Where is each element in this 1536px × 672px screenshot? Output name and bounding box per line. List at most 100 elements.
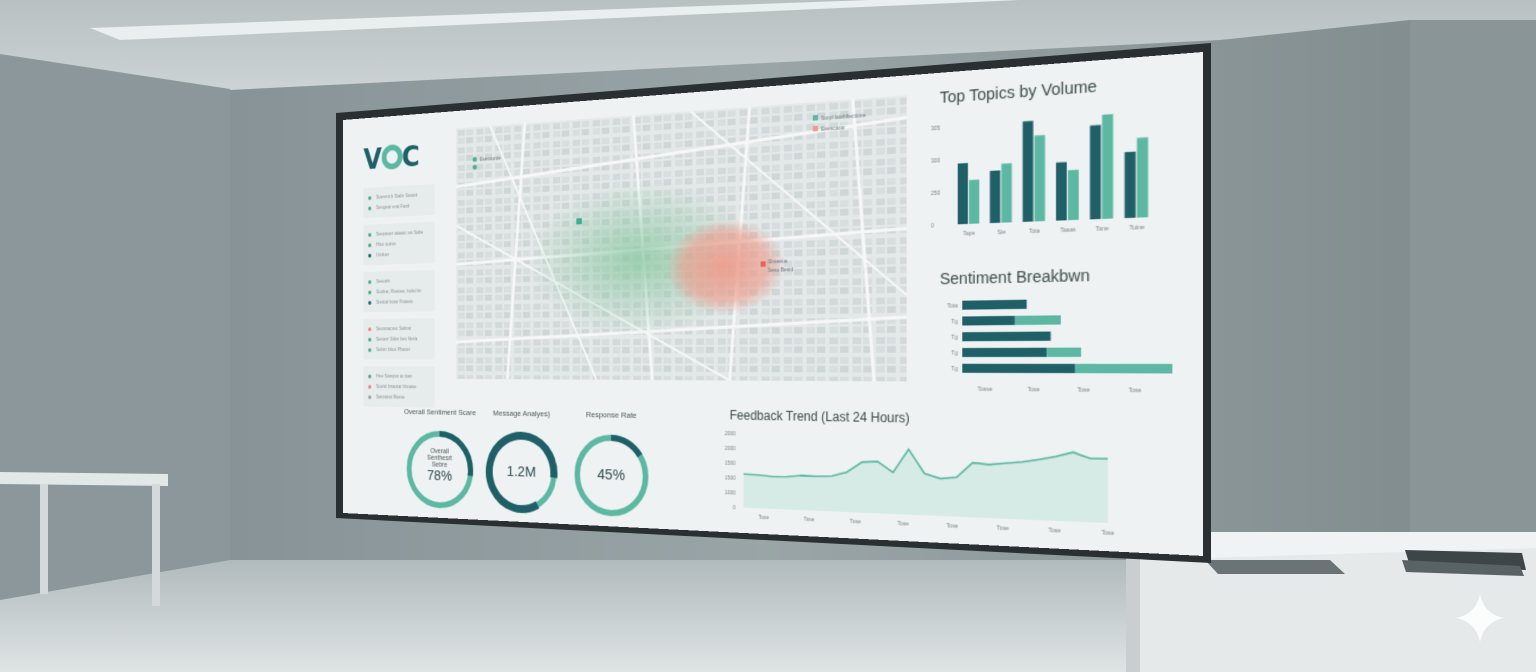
status-dot-icon: [368, 327, 371, 331]
y-tick-label: 1500: [725, 474, 737, 481]
bar-dark: [990, 170, 1000, 223]
x-tick-label: Tose: [758, 514, 769, 521]
bar-light-segment: [1075, 364, 1172, 374]
row-label: Tg: [951, 334, 959, 341]
sidebar-item-label: Hee Sarepor ar tsan: [376, 373, 412, 379]
sidebar-item-label: Hiuc suiros: [376, 241, 396, 247]
x-tick-label: Tsse: [804, 516, 816, 523]
y-tick-label: 300: [931, 157, 941, 164]
row-label: Tg: [951, 365, 959, 372]
feedback-trend-chart: 010001500150020002000Tose Tsse Tose Tose Tos…: [710, 429, 1177, 548]
kpi-title: Overall Sentiment Scare: [395, 407, 486, 417]
y-tick-label: 0: [931, 222, 935, 229]
y-tick-label: 1500: [725, 460, 737, 467]
dashboard-screen: V C Sverent b Stabr Sewoit Sengear erat F…: [343, 52, 1203, 556]
sidebar-group[interactable]: Sverent b Stabr Sewoit Sengear erat Fasit: [363, 184, 434, 218]
sidebar-item[interactable]: Unduer: [368, 248, 429, 261]
sidebar-item[interactable]: Sarosirot Rsese: [368, 392, 429, 403]
sidebar-item[interactable]: Srelcal bctar Frasets: [368, 296, 429, 308]
kpi-title: Response Rate: [561, 410, 663, 421]
row-label: Tg: [951, 318, 959, 325]
sidebar-item[interactable]: Sengear erat Fasit: [368, 200, 429, 214]
sidebar-item-label: Scelsl brtaotar bboase: [376, 384, 416, 390]
x-tick-label: Tose: [897, 520, 909, 527]
x-tick-label: Tosse: [978, 385, 994, 392]
status-dot-icon: [368, 206, 371, 210]
status-dot-icon: [368, 243, 371, 247]
right-side-wall: [1410, 20, 1536, 600]
sidebar-item-label: Sebirr bitcu Pbaxer: [376, 347, 410, 353]
sidebar-item-label: Seusnacxec Sabrar: [376, 326, 411, 332]
status-dot-icon: [368, 196, 371, 200]
status-dot-icon: [368, 280, 371, 284]
bar-light: [1034, 135, 1045, 221]
bar-dark-segment: [962, 300, 1026, 310]
sidebar-item[interactable]: Hee Sarepor ar tsan: [368, 371, 429, 382]
x-tick-label: Tose: [1101, 529, 1115, 537]
kpi-value: 1.2M: [491, 463, 552, 482]
kpi-inner-label: Overall Senthesrt Sebre: [419, 448, 460, 470]
sidebar: Sverent b Stabr Sewoit Sengear erat Fasit…: [363, 184, 434, 414]
sentiment-map[interactable]: Eserotorde Sorpl latebflectione Eeescara…: [456, 95, 906, 381]
x-tick-label: Tose: [1077, 386, 1091, 393]
sidebar-item[interactable]: Sexanr Sitler bes Neria: [368, 334, 429, 345]
row-label: Tg: [951, 349, 959, 356]
sidebar-group[interactable]: Hee Sarepor ar tsan Scelsl brtaotar bboas…: [363, 366, 434, 408]
bar-dark: [1125, 152, 1136, 219]
y-tick-label: 0: [733, 504, 737, 511]
feedback-trend-title: Feedback Trend (Last 24 Hours): [730, 408, 910, 426]
sidebar-item[interactable]: Scelsl brtaotar bboase: [368, 381, 429, 392]
hotspot-label-1: Sbseeue: [768, 258, 789, 265]
sidebar-item-label: Seeoriir: [376, 278, 390, 284]
bar-dark-segment: [962, 316, 1015, 326]
bar-dark: [1056, 162, 1067, 221]
sidebar-item-label: Unduer: [376, 252, 389, 258]
sidebar-item-label: Sexanr Sitler bes Neria: [376, 336, 418, 342]
bar-dark-segment: [962, 332, 1050, 342]
sidebar-item-label: Scobar, Rsetver, Indst fer: [376, 288, 421, 295]
svg-text:C: C: [402, 139, 420, 174]
x-tick-label: Tone: [1096, 225, 1110, 233]
status-dot-icon: [368, 253, 371, 257]
status-dot-icon: [368, 348, 371, 352]
voc-logo: V C: [363, 131, 452, 183]
status-dot-icon: [368, 385, 371, 389]
bar-dark: [1090, 125, 1101, 219]
bar-light: [1001, 163, 1011, 222]
sidebar-group[interactable]: Seepeuer ataasc sw Sabe Hiuc suiros Unduer: [363, 222, 434, 266]
status-dot-icon: [368, 233, 371, 237]
row-label: Tota: [947, 302, 959, 309]
x-tick-label: Tose: [1027, 386, 1040, 393]
sidebar-item-label: Srelcal bctar Frasets: [376, 299, 413, 305]
x-tick-label: Tose: [1128, 386, 1142, 393]
bar-dark-segment: [962, 348, 1046, 357]
kpi-value: 45%: [579, 465, 644, 485]
y-tick-label: 305: [931, 124, 941, 131]
bar-dark: [1023, 121, 1034, 222]
x-tick-label: Tose: [997, 524, 1010, 531]
y-tick-label: 1000: [725, 489, 737, 496]
sidebar-item-label: Seepeuer ataasc sw Sabe: [376, 229, 423, 237]
trend-area: [744, 444, 1108, 523]
y-tick-label: 2000: [725, 445, 737, 452]
x-tick-label: Tose: [1048, 527, 1062, 535]
sidebar-item-label: Sverent b Stabr Sewoit: [376, 192, 417, 200]
svg-text:V: V: [363, 142, 382, 176]
sidebar-item[interactable]: Sebirr bitcu Pbaxer: [368, 344, 429, 355]
bar-dark: [958, 163, 968, 224]
status-dot-icon: [368, 337, 371, 341]
x-tick-label: Sie: [997, 228, 1006, 235]
bar-light: [969, 180, 979, 224]
status-dot-icon: [368, 374, 371, 378]
sidebar-group[interactable]: Seusnacxec Sabrar Sexanr Sitler bes Neria…: [363, 318, 434, 359]
sidebar-item[interactable]: Seusnacxec Sabrar: [368, 323, 429, 334]
status-dot-icon: [368, 301, 371, 305]
x-tick-label: Tose: [850, 518, 862, 525]
status-dot-icon: [368, 290, 371, 294]
bar-light-segment: [1047, 348, 1081, 357]
sidebar-item-label: Sengear erat Fasit: [376, 203, 409, 210]
x-tick-label: Tuine: [1129, 223, 1145, 231]
sidebar-group[interactable]: Seeoriir Scobar, Rsetver, Indst fer Srelca…: [363, 270, 434, 313]
top-topics-title: Top Topics by Volume: [940, 77, 1097, 107]
kpi-value: 78%: [411, 467, 469, 486]
